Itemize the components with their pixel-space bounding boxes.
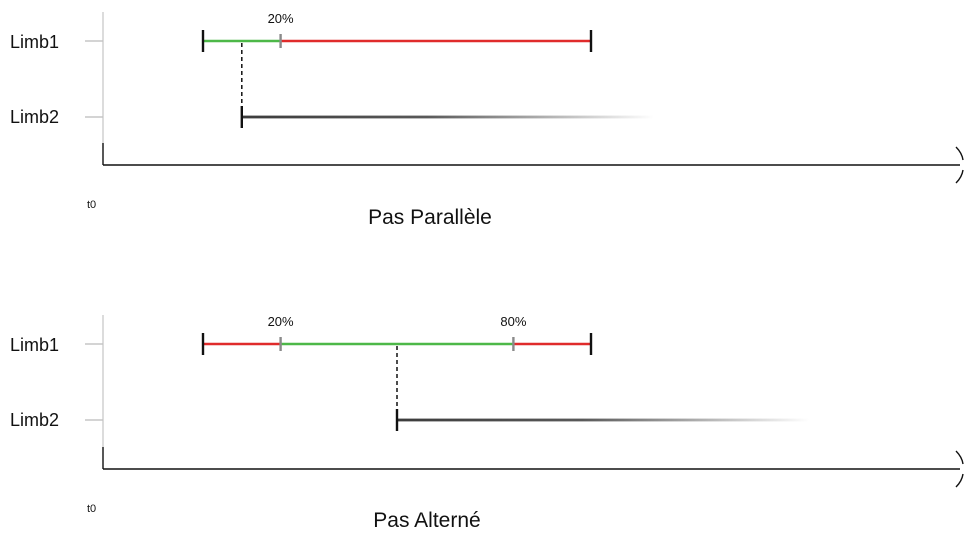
- diagram-parallel-limb2-fading-line: [241, 115, 654, 119]
- diagram-alternate-percent-markers: 20% 80%: [268, 314, 527, 351]
- diagram-alternate-limb2-fading-line: [397, 418, 809, 422]
- diagram-alternate-x-axis-arrow: [955, 450, 964, 465]
- diagram-alternate-limb2-label: Limb2: [10, 410, 59, 430]
- diagram-alternate: Limb1 Limb2 t0 20% 80% Pas Alterné: [10, 314, 964, 532]
- diagram-parallel: Limb1 Limb2 t0 20% Pas Parallèle: [10, 11, 964, 229]
- diagram-alternate-title: Pas Alterné: [373, 509, 480, 531]
- diagram-parallel-x-axis-arrow: [955, 146, 964, 161]
- diagram-parallel-percent-label-0: 20%: [268, 11, 294, 26]
- diagram-parallel-title: Pas Parallèle: [368, 206, 492, 229]
- diagram-alternate-x-axis-arrow-lower: [955, 473, 964, 488]
- diagram-alternate-limb1-label: Limb1: [10, 335, 59, 355]
- diagram-alternate-percent-label-0: 20%: [268, 314, 294, 329]
- diagram-parallel-limb2-label: Limb2: [10, 107, 59, 127]
- diagram-alternate-percent-label-1: 80%: [500, 314, 526, 329]
- diagram-parallel-t0-label: t0: [87, 199, 96, 211]
- diagram-parallel-limb1-label: Limb1: [10, 32, 59, 52]
- diagram-parallel-percent-markers: 20%: [268, 11, 294, 48]
- diagram-alternate-t0-label: t0: [87, 503, 96, 515]
- diagram-alternate-limb2-line: [395, 346, 809, 431]
- diagram-parallel-limb2-line: [240, 43, 654, 128]
- diagram-parallel-x-axis-arrow-lower: [955, 169, 964, 184]
